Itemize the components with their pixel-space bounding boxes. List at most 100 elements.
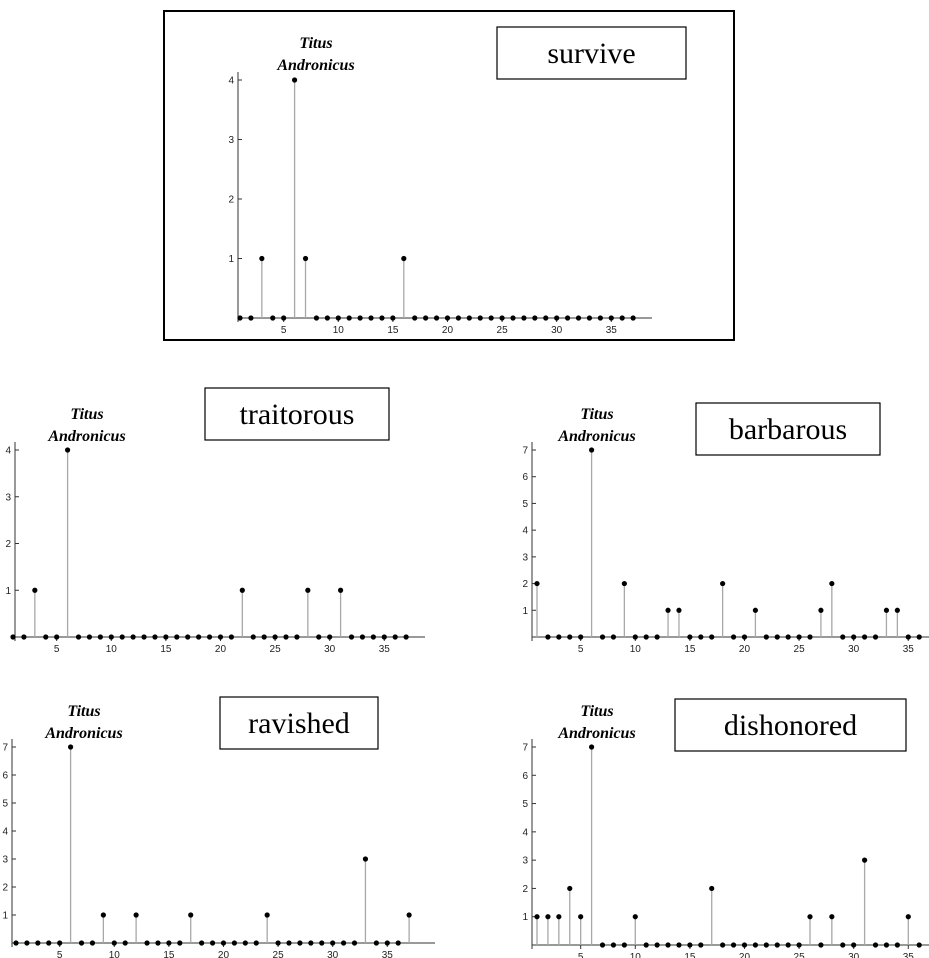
data-point xyxy=(709,885,715,892)
data-point xyxy=(21,634,27,640)
data-point xyxy=(78,940,85,946)
data-point xyxy=(752,607,759,613)
data-point xyxy=(665,607,671,613)
data-point xyxy=(872,634,879,640)
data-point xyxy=(597,315,603,321)
data-point xyxy=(610,942,617,948)
x-tick-label: 25 xyxy=(794,644,806,655)
keyword-box xyxy=(219,696,379,750)
keyword-label: traitorous xyxy=(240,398,355,431)
data-point xyxy=(185,634,191,640)
data-point xyxy=(24,940,30,946)
x-tick-label: 15 xyxy=(163,950,175,958)
data-point xyxy=(883,607,890,613)
y-tick-label: 4 xyxy=(5,446,11,457)
data-point xyxy=(608,315,614,321)
data-point xyxy=(119,634,125,640)
x-tick-label: 5 xyxy=(57,950,63,958)
data-point xyxy=(111,940,117,946)
y-tick-label: 2 xyxy=(522,884,528,895)
data-point xyxy=(556,634,562,640)
data-point xyxy=(774,634,780,640)
annotation-line-2: Andronicus xyxy=(557,428,635,445)
data-point xyxy=(86,634,93,640)
data-point xyxy=(381,634,387,640)
keyword-box xyxy=(496,26,687,80)
data-point xyxy=(916,942,922,948)
data-point xyxy=(32,587,38,593)
x-tick-label: 25 xyxy=(273,950,285,958)
data-point xyxy=(510,315,516,321)
data-point xyxy=(250,634,256,640)
data-point xyxy=(545,634,551,640)
y-tick-label: 7 xyxy=(522,743,528,754)
data-point xyxy=(362,856,369,862)
data-point xyxy=(368,315,374,321)
annotation-line-1: Titus xyxy=(580,703,613,720)
data-point xyxy=(665,942,671,948)
x-tick-label: 35 xyxy=(903,644,915,655)
y-tick-label: 1 xyxy=(228,254,234,265)
data-point xyxy=(379,315,385,321)
data-point xyxy=(324,315,330,321)
x-tick-label: 10 xyxy=(106,644,118,655)
data-point xyxy=(403,634,409,640)
x-tick-label: 5 xyxy=(281,325,287,336)
data-point xyxy=(545,914,551,920)
data-point xyxy=(840,942,846,948)
y-tick-label: 6 xyxy=(522,472,528,483)
data-point xyxy=(338,587,344,593)
data-point xyxy=(43,634,49,640)
x-tick-label: 20 xyxy=(739,952,751,958)
x-tick-label: 5 xyxy=(54,644,60,655)
data-point xyxy=(68,744,74,750)
keyword-label: survive xyxy=(547,37,635,70)
data-point xyxy=(217,634,224,640)
x-tick-label: 30 xyxy=(848,644,860,655)
data-point xyxy=(589,447,595,453)
data-point xyxy=(567,634,573,640)
x-tick-label: 10 xyxy=(630,952,642,958)
chart-barbarous: 1 2 3 4 5 6 7 5 10 15 20 25 30 35 Titus Andronicus barba… xyxy=(522,402,929,655)
data-point xyxy=(862,857,868,863)
y-tick-label: 3 xyxy=(2,855,8,866)
data-point xyxy=(259,255,265,262)
data-point xyxy=(575,315,582,321)
data-point xyxy=(796,942,802,948)
data-point xyxy=(264,912,270,918)
data-point xyxy=(199,940,205,946)
annotation-line-2: Andronicus xyxy=(44,725,122,742)
data-point xyxy=(763,634,769,640)
x-tick-label: 25 xyxy=(794,952,806,958)
data-point xyxy=(676,607,682,613)
data-point xyxy=(302,255,309,262)
data-point xyxy=(163,634,169,640)
data-point xyxy=(237,315,243,321)
y-tick-label: 5 xyxy=(522,499,528,510)
data-point xyxy=(774,942,780,948)
data-point xyxy=(130,634,136,640)
data-point xyxy=(46,940,52,946)
data-point xyxy=(395,940,401,946)
data-point xyxy=(720,942,726,948)
data-point xyxy=(57,940,63,946)
data-point xyxy=(818,942,824,948)
x-tick-label: 20 xyxy=(739,644,751,655)
data-point xyxy=(206,634,213,640)
data-point xyxy=(894,942,900,948)
data-point xyxy=(720,580,726,587)
data-point xyxy=(390,315,396,321)
y-tick-label: 1 xyxy=(5,586,11,597)
data-point xyxy=(196,634,202,640)
annotation-line-2: Andronicus xyxy=(276,57,354,74)
data-point xyxy=(152,634,158,640)
data-point xyxy=(297,940,303,946)
data-point xyxy=(643,942,649,948)
data-point xyxy=(209,940,216,946)
keyword-box xyxy=(674,698,907,752)
y-tick-label: 4 xyxy=(522,827,528,838)
annotation-line-1: Titus xyxy=(299,35,332,52)
data-point xyxy=(687,942,693,948)
data-point xyxy=(578,914,584,920)
y-tick-label: 4 xyxy=(522,526,528,537)
